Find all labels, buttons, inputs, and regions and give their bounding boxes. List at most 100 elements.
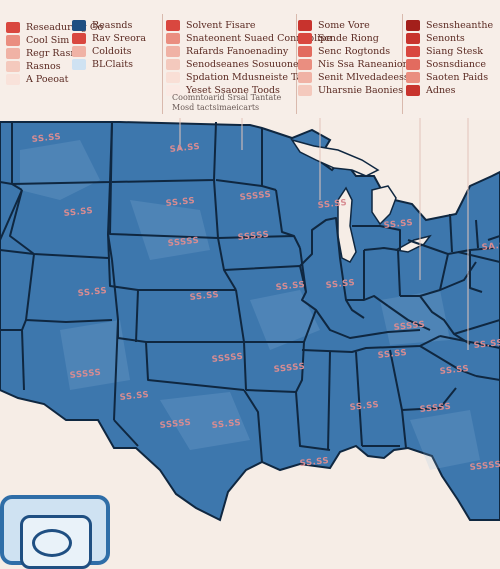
state-value-label: SSSSS <box>159 418 191 431</box>
legend-item: Solvent Fisare <box>166 20 256 31</box>
legend-item: Senit Mlvedadeess <box>298 72 409 83</box>
legend-item: Reasnds <box>72 20 132 31</box>
legend-swatch <box>298 20 312 31</box>
legend-swatch <box>72 20 86 31</box>
legend-label: Reseaduring Go <box>26 22 104 33</box>
lake-huron <box>371 185 397 226</box>
legend-swatch <box>406 85 420 96</box>
legend-item: A Poeoat <box>6 74 68 85</box>
legend-item: Regr Rasr <box>6 48 75 59</box>
legend-label: Sosnsdiance <box>426 59 486 70</box>
state-value-label: SSSSS <box>69 368 101 381</box>
legend-item: BLClaits <box>72 59 133 70</box>
legend-label: Cool Sim <box>26 35 70 46</box>
legend-note-line: Mosd tactsimaeicarts <box>172 103 260 112</box>
legend-note: Coomntoarid Srsal Tantate Mosd tactsimae… <box>172 93 281 113</box>
legend-swatch <box>298 72 312 83</box>
legend-item: Senonts <box>406 33 465 44</box>
state-value-label: SS.SS <box>299 456 329 469</box>
state-value-label: SSSSS <box>419 402 451 415</box>
legend-divider <box>296 14 297 114</box>
state-value-label: SS.SS <box>189 290 219 303</box>
legend-label: Senc Rogtonds <box>318 46 391 57</box>
legend-swatch <box>406 20 420 31</box>
legend-label: Yeset Ssaone Toods <box>186 85 280 96</box>
state-borders <box>0 121 500 463</box>
legend-label: Scnde Riong <box>318 33 379 44</box>
legend-item: Reseaduring Go <box>6 22 103 33</box>
state-value-label: SS.SS <box>211 418 241 431</box>
state-value-label: SS.SS <box>473 338 500 351</box>
legend-label: Spdation Mdusneiste Tars <box>186 72 312 83</box>
legend-item: Saoten Paids <box>406 72 488 83</box>
legend-swatch <box>6 48 20 59</box>
legend-divider <box>402 14 403 114</box>
state-value-label: SS.SS <box>439 364 469 377</box>
legend-swatch <box>166 20 180 31</box>
state-value-label: SA.SS <box>481 240 500 253</box>
legend-label: Sesnsheanthe <box>426 20 494 31</box>
lake-superior <box>290 138 380 177</box>
legend-label: Rafards Fanoenadiny <box>186 46 289 57</box>
map-texture <box>20 140 480 470</box>
legend-note-line: Coomntoarid Srsal Tantate <box>172 93 282 102</box>
legend-item: Nis Ssa Raneaniones <box>298 59 419 70</box>
legend-swatch <box>166 59 180 70</box>
legend-swatch <box>72 46 86 57</box>
legend-item: Senodseanes Sosuuone <box>166 59 299 70</box>
state-value-label: SS.SS <box>377 348 407 361</box>
legend-swatch <box>298 46 312 57</box>
state-value-label: SSSSS <box>273 362 305 375</box>
legend-label: Coldoits <box>92 46 132 57</box>
legend-swatch <box>298 85 312 96</box>
state-value-label: SS.SS <box>77 286 107 299</box>
state-value-label: SS.SS <box>165 196 195 209</box>
legend-swatch <box>166 72 180 83</box>
legend-label: Nis Ssa Raneaniones <box>318 59 420 70</box>
legend-label: Senit Mlvedadeess <box>318 72 409 83</box>
legend-item: Rafards Fanoenadiny <box>166 46 288 57</box>
state-value-label: SSSSS <box>393 320 425 333</box>
state-value-label: SS.SS <box>383 218 413 231</box>
legend-item: Snateonent Suaed Conneplipe <box>166 33 332 44</box>
legend-label: Saoten Paids <box>426 72 489 83</box>
map-widget-icon <box>32 529 72 557</box>
legend-item: Siang Stesk <box>406 46 483 57</box>
state-value-label: SS.SS <box>275 280 305 293</box>
state-value-label: SS.SS <box>119 390 149 403</box>
legend-swatch <box>406 72 420 83</box>
legend-label: Rav Sreora <box>92 33 147 44</box>
legend-label: A Poeoat <box>26 74 69 85</box>
state-value-label: SS.SS <box>63 206 93 219</box>
legend-item: Rasnos <box>6 61 61 72</box>
legend-label: Some Vore <box>318 20 370 31</box>
legend-swatch <box>6 61 20 72</box>
state-value-label: SSSSS <box>469 460 500 473</box>
legend-item: Spdation Mdusneiste Tars <box>166 72 312 83</box>
state-value-label: SS.SS <box>31 132 61 145</box>
legend-swatch <box>166 85 180 96</box>
legend-swatch <box>298 59 312 70</box>
legend-swatch <box>406 59 420 70</box>
map-legend: Reseaduring Go Cool Sim Regr Rasr Rasnos A P… <box>0 0 500 120</box>
legend-swatch <box>6 35 20 46</box>
state-value-label: SSSSS <box>211 352 243 365</box>
state-labels: SS.SS SA.SS SSSSS SS.SS SS.SS SS.SS SS.SS SA.SS… <box>31 132 500 473</box>
map-widget-frame[interactable] <box>0 495 110 569</box>
state-value-label: SA.SS <box>169 142 200 155</box>
legend-item: Adnes <box>406 85 456 96</box>
legend-swatch <box>6 22 20 33</box>
legend-item: Scnde Riong <box>298 33 379 44</box>
legend-divider <box>162 14 163 114</box>
state-value-label: SSSSS <box>237 230 269 243</box>
legend-item: Some Vore <box>298 20 370 31</box>
state-value-label: SS.SS <box>325 278 355 291</box>
legend-swatch <box>6 74 20 85</box>
legend-item: Uharsnie Baonies <box>298 85 403 96</box>
legend-item: Sosnsdiance <box>406 59 486 70</box>
legend-item: Rav Sreora <box>72 33 146 44</box>
legend-label: Adnes <box>426 85 456 96</box>
legend-label: Senonts <box>426 33 465 44</box>
legend-item: Cool Sim <box>6 35 69 46</box>
legend-swatch <box>72 59 86 70</box>
